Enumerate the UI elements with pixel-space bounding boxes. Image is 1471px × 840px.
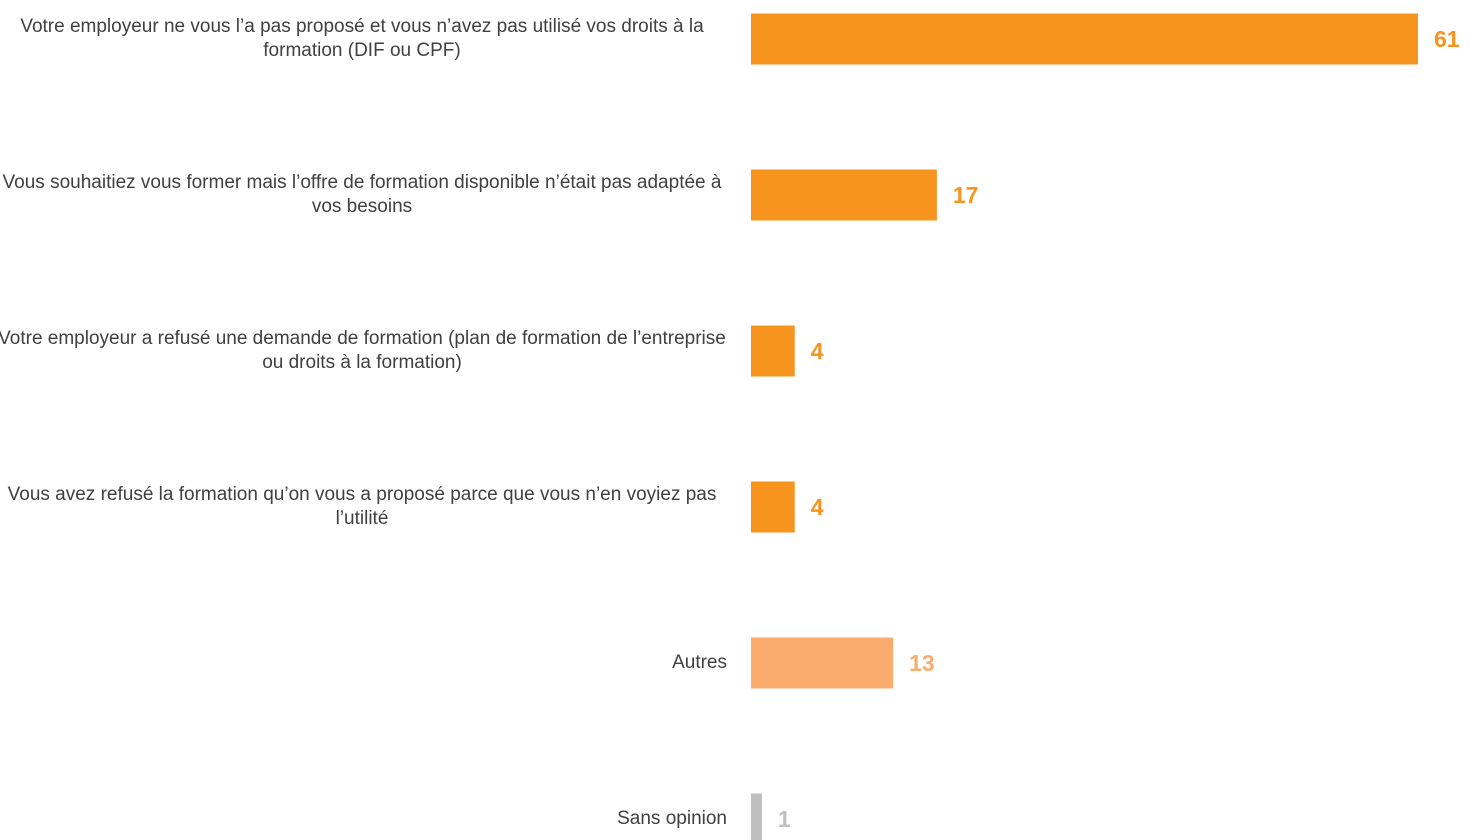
bar — [751, 481, 795, 533]
category-label: Vous avez refusé la formation qu’on vous… — [0, 483, 727, 531]
value-label: 61 — [1434, 26, 1460, 52]
bar — [751, 169, 937, 221]
bar — [751, 13, 1418, 65]
category-label: Votre employeur ne vous l’a pas proposé … — [0, 15, 727, 63]
value-label: 13 — [909, 650, 935, 676]
bar — [751, 793, 762, 840]
category-label: Votre employeur a refusé une demande de … — [0, 327, 727, 375]
category-text: Sans opinion — [617, 808, 727, 829]
category-text: Votre employeur a refusé une demande de … — [0, 328, 726, 373]
value-label: 1 — [778, 806, 791, 832]
category-text: Votre employeur ne vous l’a pas proposé … — [20, 16, 704, 61]
value-label: 4 — [811, 494, 824, 520]
value-label: 4 — [811, 338, 824, 364]
bar — [751, 637, 894, 689]
value-label: 17 — [953, 182, 979, 208]
category-label: Sans opinion — [0, 807, 727, 831]
category-text: Vous avez refusé la formation qu’on vous… — [7, 484, 717, 529]
category-label: Vous souhaitiez vous former mais l’offre… — [0, 171, 727, 219]
bar — [751, 325, 795, 377]
category-text: Autres — [672, 652, 727, 673]
category-text: Vous souhaitiez vous former mais l’offre… — [2, 172, 722, 217]
category-label: Autres — [0, 651, 727, 675]
